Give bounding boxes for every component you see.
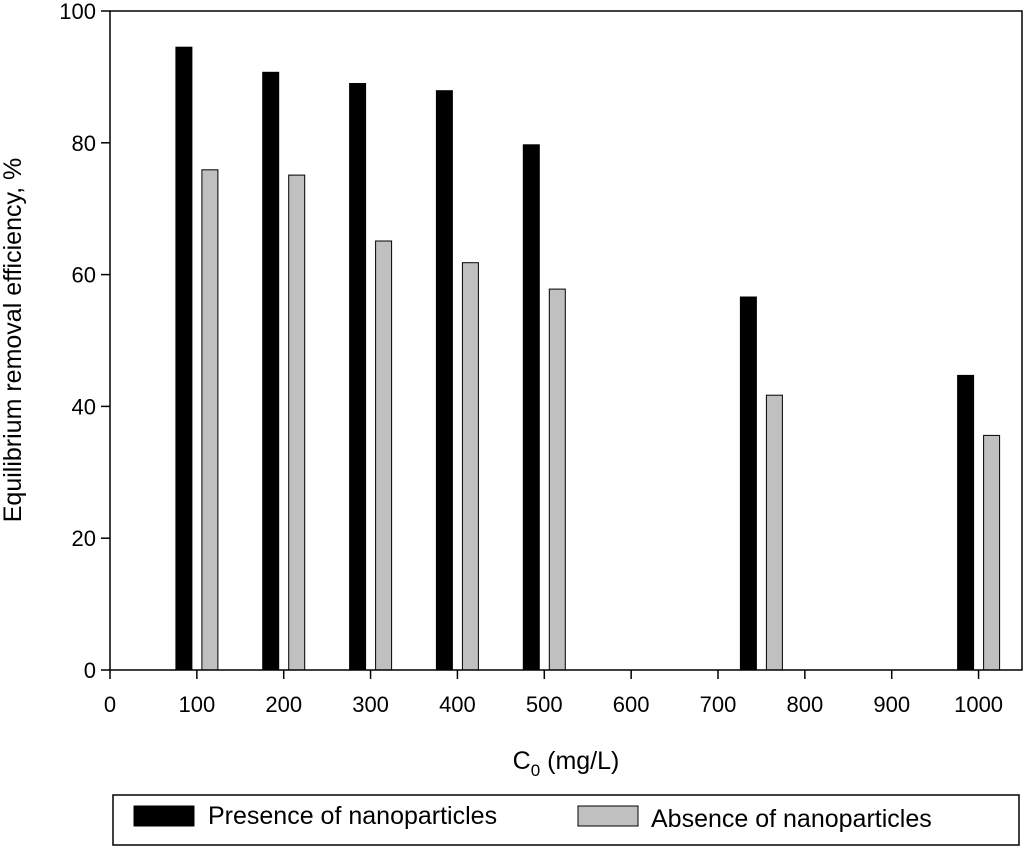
x-tick-label-800: 800	[786, 692, 823, 717]
bar-presence-100	[175, 46, 193, 671]
legend-label-absence: Absence of nanoparticles	[651, 805, 932, 833]
plot-frame	[109, 10, 1023, 671]
x-tick-label-100: 100	[178, 692, 215, 717]
bar-presence-200	[262, 71, 280, 671]
x-tick-label-700: 700	[700, 692, 737, 717]
x-axis-title-rest: (mg/L)	[540, 747, 619, 775]
x-tick-label-1000: 1000	[954, 692, 1003, 717]
bar-absence-1000	[983, 434, 1001, 671]
bar-absence-300	[375, 240, 393, 671]
y-tick-label-80: 80	[72, 131, 96, 156]
y-tick-label-20: 20	[72, 526, 96, 551]
x-tick-label-300: 300	[352, 692, 389, 717]
bar-presence-300	[349, 83, 367, 671]
x-axis-title-main: C	[513, 747, 531, 775]
legend: Presence of nanoparticles Absence of nan…	[112, 794, 1020, 846]
bar-absence-500	[548, 288, 566, 671]
bar-presence-400	[435, 90, 453, 671]
bar-absence-400	[461, 262, 479, 671]
legend-label-presence: Presence of nanoparticles	[208, 802, 497, 830]
y-tick-label-40: 40	[72, 394, 96, 419]
x-tick-label-200: 200	[265, 692, 302, 717]
bar-absence-200	[288, 174, 306, 671]
y-axis-title: Equilibrium removal efficiency, %	[0, 158, 27, 523]
bar-absence-750	[765, 394, 783, 671]
x-tick-label-900: 900	[873, 692, 910, 717]
y-tick-label-0: 0	[84, 658, 96, 683]
y-tick-label-60: 60	[72, 263, 96, 288]
x-axis-title-subscript: 0	[531, 761, 540, 780]
legend-box	[112, 794, 1020, 846]
legend-swatch-presence	[133, 805, 195, 827]
bar-presence-750	[739, 296, 757, 671]
bar-presence-500	[522, 144, 540, 671]
bar-presence-1000	[957, 374, 975, 671]
x-axis-title: C0 (mg/L)	[513, 747, 620, 780]
legend-swatch-absence	[577, 805, 639, 827]
bar-absence-100	[201, 169, 219, 671]
x-tick-label-500: 500	[526, 692, 563, 717]
x-tick-label-600: 600	[613, 692, 650, 717]
bars-layer	[175, 46, 1001, 671]
y-tick-label-100: 100	[59, 0, 96, 24]
x-tick-label-400: 400	[439, 692, 476, 717]
x-tick-label-0: 0	[104, 692, 116, 717]
